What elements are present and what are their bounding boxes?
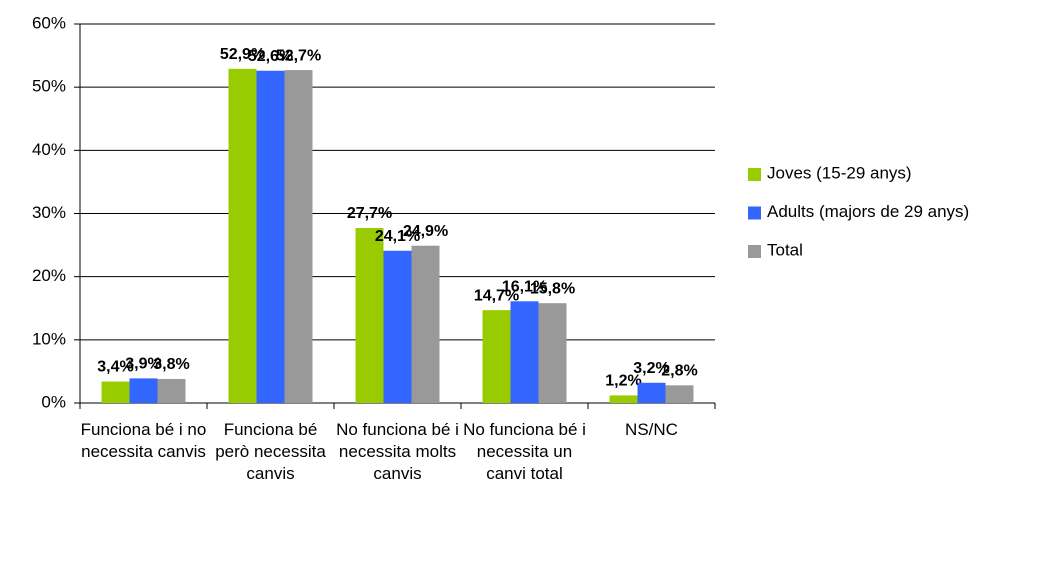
data-label: 16,1%	[502, 279, 547, 296]
data-label: 3,8%	[153, 356, 189, 373]
bar	[101, 381, 130, 403]
x-label-box: No funciona bé i necessita molts canvis	[336, 420, 459, 483]
bar	[510, 301, 539, 403]
bar	[157, 378, 186, 403]
x-label-box: No funciona bé i necessita un canvi tota…	[463, 420, 586, 483]
data-label: 24,9%	[403, 223, 448, 240]
x-tick-label: NS/NC	[625, 420, 678, 439]
x-tick-label: No funciona bé i necessita un canvi tota…	[463, 420, 586, 483]
data-label: 24,1%	[375, 228, 420, 245]
bar	[256, 70, 285, 403]
data-label: 14,7%	[474, 287, 519, 304]
bar	[355, 228, 384, 403]
y-tick-label: 40%	[32, 140, 66, 159]
bar	[383, 250, 412, 403]
y-tick-label: 0%	[41, 392, 66, 411]
x-tick-label: Funciona bé però necessita canvis	[215, 420, 326, 483]
data-label: 52,6%	[248, 48, 293, 65]
bar	[609, 395, 638, 403]
x-label-box: Funciona bé però necessita canvis	[215, 420, 326, 483]
data-label: 15,8%	[530, 280, 575, 297]
y-tick-label: 60%	[32, 13, 66, 32]
legend-label: Total	[767, 240, 803, 259]
legend-swatch	[748, 245, 761, 258]
data-label: 52,9%	[220, 46, 265, 63]
y-tick-label: 50%	[32, 77, 66, 96]
legend-label: Joves (15-29 anys)	[767, 163, 912, 182]
x-label-box: NS/NC	[625, 420, 678, 439]
data-label: 3,2%	[633, 360, 669, 377]
bar	[284, 70, 313, 403]
bar	[228, 68, 257, 404]
legend-swatch	[748, 206, 761, 220]
bar	[411, 245, 440, 403]
data-label: 27,7%	[347, 205, 392, 222]
x-label-box: Funciona bé i no necessita canvis	[80, 420, 207, 461]
data-label: 3,9%	[125, 356, 161, 373]
bar	[665, 385, 694, 403]
bar	[129, 378, 158, 403]
bar	[482, 310, 511, 403]
y-tick-label: 20%	[32, 266, 66, 285]
legend-label: Adults (majors de 29 anys)	[767, 202, 969, 221]
bar	[637, 382, 666, 403]
data-label: 52,7%	[276, 47, 321, 64]
data-label: 1,2%	[605, 373, 641, 390]
bar	[538, 303, 567, 403]
y-tick-label: 10%	[32, 329, 66, 348]
x-tick-label: No funciona bé i necessita molts canvis	[336, 420, 459, 483]
legend-swatch	[748, 168, 761, 181]
data-label: 3,4%	[97, 359, 133, 376]
y-tick-label: 30%	[32, 203, 66, 222]
x-tick-label: Funciona bé i no necessita canvis	[80, 420, 207, 461]
data-label: 2,8%	[661, 363, 697, 380]
